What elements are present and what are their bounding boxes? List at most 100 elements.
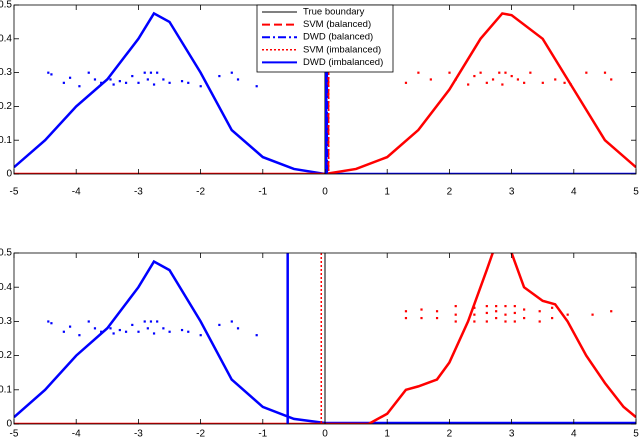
y-tick-label: 0.1: [0, 135, 12, 146]
data-point: [168, 81, 171, 84]
data-point: [156, 320, 159, 323]
data-point: [504, 320, 507, 323]
data-point: [523, 308, 526, 311]
y-tick-label: 0.3: [0, 316, 12, 327]
data-point: [100, 81, 103, 84]
data-point: [180, 80, 184, 83]
data-point: [236, 327, 240, 330]
data-point: [230, 71, 233, 74]
x-tick-label: 0: [322, 429, 328, 440]
data-point: [513, 305, 516, 308]
data-point: [504, 313, 507, 316]
x-tick-label: -2: [196, 187, 205, 198]
data-point: [93, 327, 97, 330]
x-tick-label: 1: [384, 429, 390, 440]
data-point: [131, 74, 134, 78]
x-tick-label: 0: [322, 187, 328, 198]
data-point: [50, 322, 53, 325]
y-tick-label: 0.5: [0, 248, 12, 259]
y-tick-label: 0.4: [0, 33, 12, 44]
data-point: [417, 71, 420, 74]
x-tick-label: 1: [384, 187, 390, 198]
data-point: [78, 85, 81, 88]
data-point: [495, 316, 498, 320]
data-point: [47, 320, 50, 323]
data-point: [149, 320, 153, 323]
y-tick-label: 0: [6, 419, 12, 430]
data-point: [569, 83, 572, 86]
data-point: [610, 78, 613, 81]
data-point: [429, 78, 432, 81]
data-point: [62, 330, 65, 333]
data-point: [168, 330, 171, 333]
density-curve: [14, 259, 636, 424]
y-tick-label: 0.3: [0, 67, 12, 78]
y-tick-label: 0.2: [0, 101, 12, 112]
data-point: [152, 332, 156, 335]
data-point: [523, 81, 526, 84]
x-tick-label: -1: [258, 429, 267, 440]
x-tick-label: -3: [134, 187, 143, 198]
data-point: [473, 313, 476, 316]
data-point: [504, 305, 507, 308]
data-point: [473, 306, 476, 309]
data-point: [538, 310, 541, 313]
data-point: [538, 320, 541, 323]
data-point: [187, 330, 190, 333]
data-point: [112, 83, 115, 86]
data-point: [137, 81, 140, 84]
data-point: [143, 71, 146, 74]
data-point: [473, 74, 476, 78]
data-point: [454, 320, 457, 323]
x-tick-label: 2: [447, 187, 453, 198]
data-point: [187, 81, 190, 84]
x-tick-label: -5: [10, 187, 19, 198]
data-point: [504, 71, 507, 74]
data-point: [118, 80, 121, 83]
data-point: [143, 320, 146, 323]
data-point: [551, 306, 554, 309]
data-point: [124, 330, 128, 333]
data-point: [50, 73, 53, 76]
subplot: -5 -4 -3 -2 -1 0 1 2 3 4 5 0 0.1 0.2 0.3 0.4 0.5: [0, 248, 639, 440]
data-point: [124, 81, 128, 84]
x-tick-label: 4: [571, 429, 577, 440]
data-point: [491, 78, 495, 81]
y-tick-label: 0: [6, 169, 12, 180]
data-point: [255, 85, 258, 88]
data-point: [516, 78, 520, 81]
data-point: [404, 81, 408, 84]
data-point: [255, 334, 258, 337]
legend-label: True boundary: [303, 7, 365, 18]
data-point: [473, 320, 476, 323]
data-point: [137, 330, 140, 333]
data-point: [510, 74, 513, 78]
legend-label: DWD (balanced): [303, 32, 373, 43]
data-point: [68, 76, 72, 79]
data-point: [513, 320, 516, 323]
data-point: [118, 328, 121, 332]
density-curve: [14, 12, 636, 174]
subplot: -5 -4 -3 -2 -1 0 1 2 3 4 5 0 0.1 0.2 0.3 0.4 0.5 True bou…: [0, 0, 639, 198]
x-tick-label: -3: [134, 429, 143, 440]
data-point: [109, 327, 112, 330]
data-point: [162, 327, 165, 330]
data-point: [404, 316, 408, 320]
legend-label: SVM (imbalanced): [303, 44, 381, 55]
data-point: [435, 316, 439, 320]
data-point: [495, 305, 498, 308]
data-point: [479, 71, 482, 74]
x-tick-label: -4: [72, 187, 81, 198]
y-tick-label: 0.1: [0, 384, 12, 395]
data-point: [495, 310, 498, 313]
data-point: [87, 320, 90, 323]
legend-label: SVM (balanced): [303, 19, 371, 30]
plot-area: [14, 253, 636, 424]
x-tick-label: -5: [10, 429, 19, 440]
data-point: [149, 71, 153, 74]
x-tick-label: -2: [196, 429, 205, 440]
data-point: [454, 78, 457, 81]
data-point: [448, 71, 451, 74]
data-point: [112, 332, 115, 335]
